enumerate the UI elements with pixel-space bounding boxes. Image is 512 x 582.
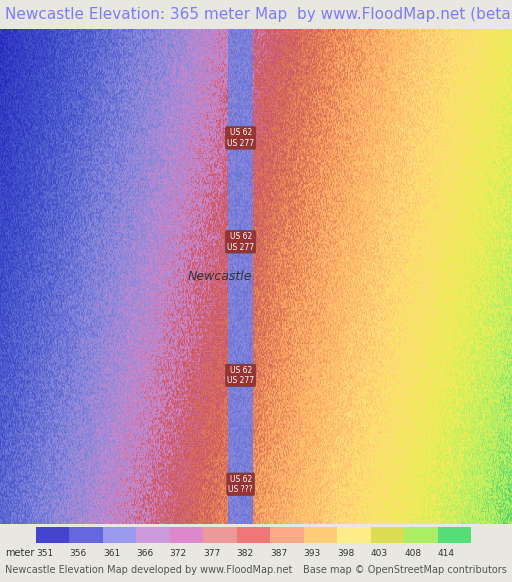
Bar bbox=[69, 527, 103, 543]
Text: 361: 361 bbox=[103, 549, 120, 558]
Bar bbox=[404, 527, 438, 543]
Text: US 62
US 277: US 62 US 277 bbox=[227, 365, 254, 385]
Text: 377: 377 bbox=[203, 549, 221, 558]
Bar bbox=[103, 527, 136, 543]
Text: Newcastle Elevation Map developed by www.FloodMap.net: Newcastle Elevation Map developed by www… bbox=[5, 565, 292, 576]
Text: US 62
US 277: US 62 US 277 bbox=[227, 232, 254, 251]
Bar bbox=[237, 527, 270, 543]
Bar bbox=[270, 527, 304, 543]
Bar bbox=[203, 527, 237, 543]
Text: Newcastle: Newcastle bbox=[188, 270, 252, 283]
Text: 393: 393 bbox=[304, 549, 321, 558]
Bar bbox=[438, 527, 471, 543]
Text: 403: 403 bbox=[371, 549, 388, 558]
Bar bbox=[371, 527, 404, 543]
Bar bbox=[36, 527, 69, 543]
Text: US 62
US ???: US 62 US ??? bbox=[228, 474, 253, 494]
Text: Base map © OpenStreetMap contributors: Base map © OpenStreetMap contributors bbox=[303, 565, 507, 576]
Bar bbox=[136, 527, 170, 543]
Text: 408: 408 bbox=[404, 549, 421, 558]
Text: meter: meter bbox=[5, 548, 34, 559]
Text: 351: 351 bbox=[36, 549, 53, 558]
Text: Newcastle Elevation: 365 meter Map  by www.FloodMap.net (beta): Newcastle Elevation: 365 meter Map by ww… bbox=[5, 7, 512, 22]
Bar bbox=[304, 527, 337, 543]
Text: 356: 356 bbox=[69, 549, 87, 558]
Bar bbox=[170, 527, 203, 543]
Text: 382: 382 bbox=[237, 549, 254, 558]
Text: 414: 414 bbox=[438, 549, 455, 558]
Text: US 62
US 277: US 62 US 277 bbox=[227, 128, 254, 148]
Text: 387: 387 bbox=[270, 549, 287, 558]
Text: 398: 398 bbox=[337, 549, 354, 558]
Text: 372: 372 bbox=[170, 549, 187, 558]
Bar bbox=[337, 527, 371, 543]
Text: 366: 366 bbox=[136, 549, 154, 558]
